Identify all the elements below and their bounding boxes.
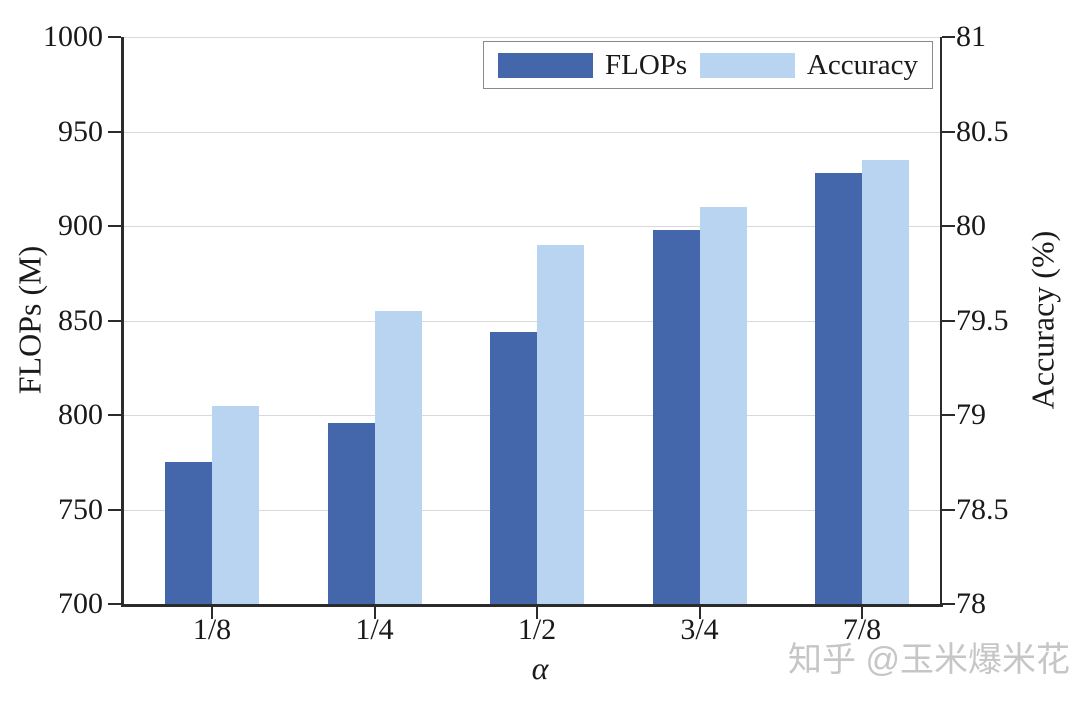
bar-accuracy-3/4 — [699, 207, 747, 604]
gridline — [122, 226, 941, 227]
bar-flops-1/2 — [490, 331, 537, 604]
right-axis-tick-label: 79.5 — [956, 303, 1009, 337]
x-axis-tick-label: 1/2 — [517, 613, 557, 646]
left-axis-tick-label: 900 — [58, 209, 103, 242]
right-axis-tick-label: 80.5 — [956, 114, 1009, 148]
right-axis-tick — [942, 319, 955, 322]
left-axis-tick-label: 850 — [58, 303, 103, 337]
left-axis-tick — [108, 603, 121, 606]
x-axis-tick-label: 7/8 — [842, 613, 882, 646]
bar-flops-1/8 — [165, 462, 212, 604]
gridline — [122, 131, 941, 133]
x-axis-tick — [373, 606, 376, 619]
right-axis-tick — [942, 36, 955, 39]
x-axis-tick — [698, 606, 701, 619]
bar-accuracy-1/4 — [374, 311, 422, 604]
gridline — [122, 320, 941, 322]
left-axis-tick — [108, 36, 121, 39]
bar-flops-3/4 — [652, 229, 700, 604]
chart-plot-area — [108, 36, 955, 619]
right-axis-tick-label: 78.5 — [956, 492, 1009, 526]
legend-label-flops: FLOPs — [605, 48, 688, 81]
gridline — [122, 37, 941, 38]
right-axis-tick — [942, 508, 955, 511]
left-axis-tick-label: 750 — [58, 492, 103, 526]
right-axis-tick — [942, 130, 955, 133]
legend-label-accuracy: Accuracy — [806, 48, 918, 81]
bar-accuracy-1/8 — [212, 405, 259, 604]
left-axis-tick — [108, 319, 121, 322]
watermark-text: 知乎 @玉米爆米花 — [788, 641, 1070, 679]
right-axis-title: Accuracy (%) — [1024, 230, 1061, 410]
left-axis-tick-label: 1000 — [43, 20, 103, 53]
right-axis-tick-label: 81 — [956, 20, 986, 53]
left-axis-tick — [108, 508, 121, 511]
right-axis-tick-label: 78 — [956, 587, 986, 620]
legend-swatch-flops — [498, 52, 593, 78]
legend-item-flops: FLOPs — [498, 48, 688, 81]
legend-swatch-accuracy — [699, 52, 795, 78]
bar-flops-1/4 — [327, 422, 375, 604]
x-axis-tick — [536, 606, 539, 619]
left-axis-tick — [108, 225, 121, 228]
x-axis-tick-label: 1/8 — [192, 613, 232, 646]
bar-accuracy-7/8 — [862, 159, 909, 604]
right-axis-line — [939, 37, 942, 606]
right-axis-tick — [942, 414, 955, 417]
left-axis-tick — [108, 414, 121, 417]
left-axis-tick-label: 700 — [58, 587, 103, 620]
right-axis-tick — [942, 225, 955, 228]
x-axis-tick — [211, 606, 214, 619]
left-axis-tick-label: 950 — [58, 114, 103, 148]
bottom-axis-line — [121, 604, 943, 607]
x-axis-title: α — [531, 650, 549, 686]
x-axis-tick — [861, 606, 864, 619]
left-axis-title: FLOPs (M) — [11, 245, 48, 395]
legend: FLOPs Accuracy — [483, 41, 933, 89]
bar-flops-7/8 — [815, 173, 862, 604]
legend-item-accuracy: Accuracy — [699, 48, 918, 81]
x-axis-tick-label: 3/4 — [680, 613, 719, 646]
left-axis-tick — [108, 130, 121, 133]
x-axis-tick-label: 1/4 — [355, 613, 394, 646]
left-axis-tick-label: 800 — [58, 398, 103, 431]
bar-accuracy-1/2 — [537, 244, 584, 604]
left-axis-line — [121, 37, 124, 606]
right-axis-tick-label: 80 — [956, 209, 986, 242]
right-axis-tick — [942, 603, 955, 606]
right-axis-tick-label: 79 — [956, 398, 986, 431]
